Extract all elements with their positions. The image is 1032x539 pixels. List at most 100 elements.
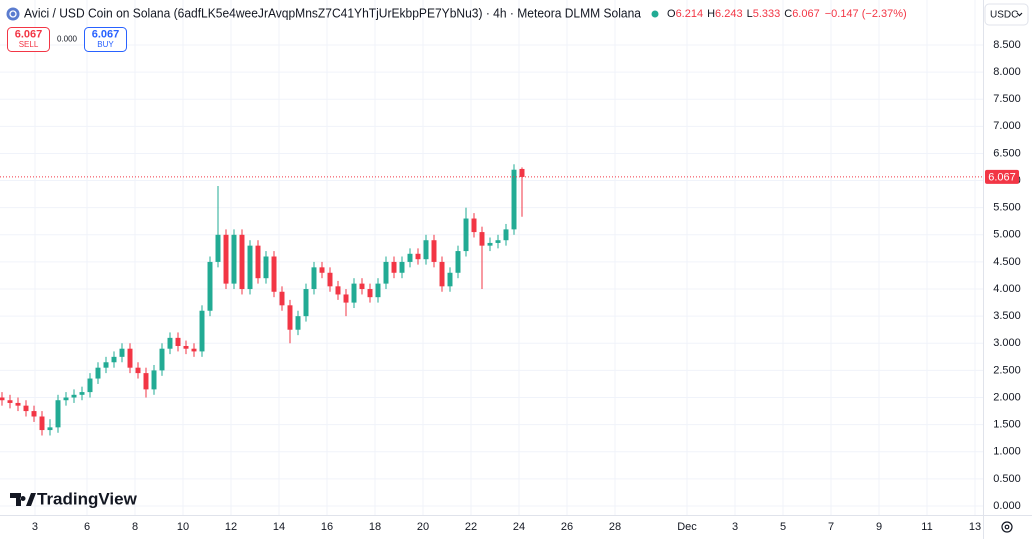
x-tick-label: 18 <box>369 521 381 533</box>
candle-body <box>207 261 213 311</box>
legend-label: H <box>707 8 715 20</box>
candle-body <box>439 261 445 287</box>
candle-body <box>463 218 469 252</box>
y-tick-label: 7.000 <box>993 120 1021 132</box>
candle-body <box>95 367 101 379</box>
y-tick-label: 3.500 <box>993 310 1021 322</box>
last-price-label: 6.067 <box>988 171 1016 183</box>
candle-body <box>23 405 29 412</box>
legend-label: C <box>784 8 792 20</box>
candle-body <box>111 356 117 363</box>
candle-body <box>487 242 493 246</box>
x-tick-label: 3 <box>732 521 738 533</box>
legend-value: 6.214 <box>676 8 704 20</box>
buy-button[interactable] <box>84 27 127 52</box>
x-tick-label: 20 <box>417 521 429 533</box>
symbol-icon-ring <box>9 10 17 18</box>
candle-body <box>335 286 341 295</box>
candle-body <box>375 283 381 298</box>
candle-body <box>503 229 509 241</box>
candle-body <box>263 256 269 279</box>
currency-selector[interactable] <box>984 3 1029 26</box>
x-tick-label: 6 <box>84 521 90 533</box>
candle-body <box>447 272 453 287</box>
y-tick-label: 0.500 <box>993 473 1021 485</box>
candle-body <box>407 253 413 262</box>
y-tick-label: 2.000 <box>993 391 1021 403</box>
x-tick-label: 26 <box>561 521 573 533</box>
candle-body <box>15 402 21 406</box>
y-tick-label: 3.000 <box>993 337 1021 349</box>
ohlc-legend: O6.214 H6.243 L5.333 C6.067 −0.147 (−2.37%) <box>667 8 907 20</box>
candle-body <box>39 416 45 431</box>
candle-body <box>239 234 245 290</box>
candle-body <box>191 348 197 352</box>
candle-body <box>0 397 5 401</box>
market-status-dot <box>651 10 659 18</box>
grid <box>0 0 983 515</box>
candle-body <box>303 289 309 317</box>
y-tick-label: 8.000 <box>993 66 1021 78</box>
candle-body <box>455 251 461 273</box>
candle-body <box>495 240 501 243</box>
y-tick-label: 4.500 <box>993 256 1021 268</box>
candle-body <box>175 337 181 346</box>
symbol-icon <box>6 7 20 21</box>
candle-body <box>247 245 253 290</box>
candle-body <box>479 232 485 246</box>
brand-name: TradingView <box>37 489 138 508</box>
candle-body <box>231 234 237 284</box>
y-tick-label: 6.500 <box>993 147 1021 159</box>
brand-logo <box>10 493 36 506</box>
candle-body <box>199 310 205 352</box>
y-tick-label: 1.500 <box>993 419 1021 431</box>
candle-body <box>87 378 93 393</box>
candle-body <box>351 283 357 303</box>
candle-body <box>223 234 229 284</box>
y-tick-label: 8.500 <box>993 39 1021 51</box>
candle-body <box>135 367 141 374</box>
candle-body <box>359 283 365 290</box>
symbol-title: Avici / USD Coin on Solana (6adfLK5e4wee… <box>24 5 642 20</box>
y-tick-label: 5.500 <box>993 202 1021 214</box>
candle-body <box>327 272 333 287</box>
candle-body <box>159 348 165 371</box>
candles <box>0 164 983 436</box>
currency-caret[interactable] <box>1016 12 1023 17</box>
legend-change: −0.147 (−2.37%) <box>825 8 907 20</box>
candle-body <box>311 267 317 290</box>
sell-button[interactable] <box>7 27 50 52</box>
candle-body <box>271 256 277 292</box>
sell-label[interactable]: SELL <box>19 40 39 49</box>
candle-body <box>127 348 133 368</box>
candle-body <box>511 169 517 230</box>
candle-body <box>519 168 525 177</box>
last-price-tag <box>985 169 1019 184</box>
legend-value: 5.333 <box>753 8 781 20</box>
candle-body <box>343 294 349 303</box>
x-tick-label: 13 <box>969 521 981 533</box>
candle-body <box>391 261 397 273</box>
legend-label: O <box>667 8 676 20</box>
candle-body <box>79 392 85 395</box>
buy-label[interactable]: BUY <box>97 40 114 49</box>
x-tick-label: 16 <box>321 521 333 533</box>
y-tick-label: 4.000 <box>993 283 1021 295</box>
settings-icon-center[interactable] <box>1004 524 1010 530</box>
settings-icon[interactable] <box>1001 521 1013 533</box>
y-tick-label: 0.000 <box>993 500 1021 512</box>
candle-body <box>367 289 373 298</box>
buy-price[interactable]: 6.067 <box>92 28 120 40</box>
candle-body <box>119 348 125 357</box>
x-tick-label: 9 <box>876 521 882 533</box>
x-tick-label: 22 <box>465 521 477 533</box>
candle-body <box>423 240 429 260</box>
x-tick-label: 8 <box>132 521 138 533</box>
legend-value: 6.243 <box>715 8 743 20</box>
candle-body <box>55 400 61 428</box>
sell-price[interactable]: 6.067 <box>15 28 43 40</box>
currency-label[interactable]: USDC <box>990 10 1018 21</box>
y-tick-label: 5.000 <box>993 229 1021 241</box>
